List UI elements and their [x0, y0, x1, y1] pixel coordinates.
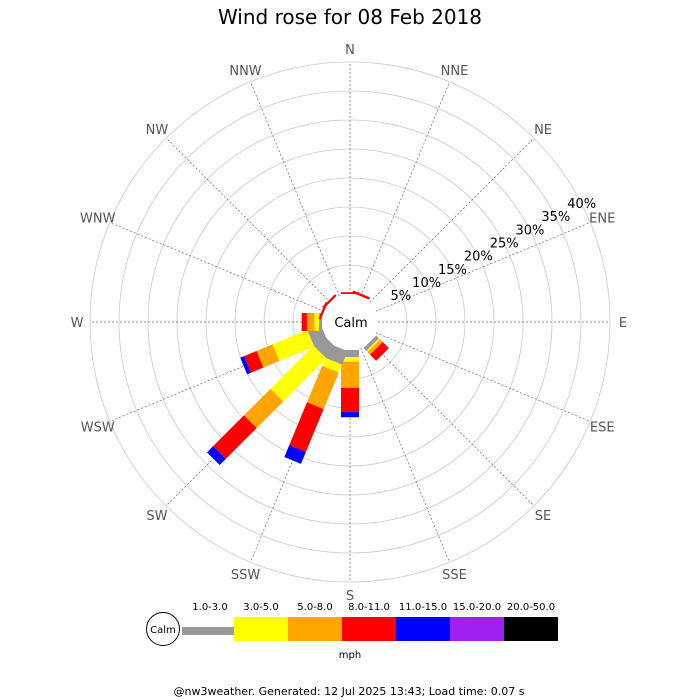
- ring-label-20: 20%: [464, 250, 493, 265]
- bar-s-8-0-11-0: [341, 387, 359, 413]
- ring-label-40: 40%: [567, 197, 596, 212]
- direction-label-ene: ENE: [589, 212, 615, 227]
- bar-nw-8-0-11-0: [322, 294, 337, 309]
- bar-ssw-11-0-15-0: [284, 445, 306, 464]
- direction-label-se: SE: [535, 509, 551, 524]
- legend-label-15-0-20-0: 15.0-20.0: [453, 602, 501, 613]
- legend-swatch-8-0-11-0: [342, 617, 396, 641]
- bar-se-3-0-5-0: [366, 338, 381, 353]
- calm-center: Calm: [328, 300, 372, 344]
- bar-s-3-0-5-0: [341, 356, 359, 362]
- direction-label-nne: NNE: [441, 64, 469, 79]
- bar-se-8-0-11-0: [370, 342, 389, 361]
- direction-label-sw: SW: [146, 509, 167, 524]
- legend-swatch-1-0-3-0: [182, 627, 234, 635]
- bar-sw-8-0-11-0: [213, 415, 257, 459]
- spoke-wsw: [109, 332, 325, 422]
- spoke-nne: [360, 81, 450, 297]
- bar-nne-8-0-11-0: [352, 290, 370, 300]
- spoke-se: [369, 341, 535, 507]
- bar-sw-11-0-15-0: [206, 446, 226, 466]
- spoke-nw: [165, 137, 331, 303]
- ring-label-15: 15%: [438, 263, 467, 278]
- bar-se-5-0-8-0: [367, 339, 383, 355]
- legend-swatch-15-0-20-0: [450, 617, 504, 641]
- ring-3: [234, 206, 466, 438]
- spoke-ne: [369, 137, 535, 303]
- calm-label: Calm: [334, 316, 367, 331]
- speed-legend: Calm mph 1.0-3.0 3.0-5.0 5.0-8.0 8.0-11.0 11…: [146, 602, 558, 661]
- bar-sw-5-0-8-0: [243, 388, 284, 429]
- direction-label-w: W: [71, 316, 84, 331]
- bar-s-11-0-15-0: [341, 412, 359, 418]
- legend-label-8-0-11-0: 8.0-11.0: [348, 602, 390, 613]
- legend-label-11-0-15-0: 11.0-15.0: [399, 602, 447, 613]
- calm-circle: [328, 300, 372, 344]
- spoke-ese: [375, 332, 591, 422]
- legend-label-20-0-50-0: 20.0-50.0: [507, 602, 555, 613]
- direction-label-nnw: NNW: [229, 64, 261, 79]
- direction-label-s: S: [346, 589, 354, 604]
- direction-label-wsw: WSW: [81, 420, 115, 435]
- bar-w-3-0-5-0: [314, 313, 320, 331]
- bar-se-1-0-3-0: [363, 335, 380, 352]
- bar-wsw-5-0-8-0: [256, 344, 280, 368]
- bar-sw-3-0-5-0: [270, 345, 327, 402]
- ring-label-10: 10%: [412, 276, 441, 291]
- ring-label-35: 35%: [541, 210, 570, 225]
- bar-wsw-11-0-15-0: [240, 356, 251, 375]
- bar-w-5-0-8-0: [306, 313, 315, 331]
- direction-label-nw: NW: [146, 123, 169, 138]
- wind-bars: [206, 290, 389, 466]
- bar-ssw-3-0-5-0: [322, 357, 343, 373]
- bar-s-5-0-8-0: [341, 361, 359, 388]
- ring-label-25: 25%: [490, 236, 519, 251]
- legend-label-1-0-3-0: 1.0-3.0: [192, 602, 227, 613]
- legend-unit: mph: [339, 650, 361, 661]
- axis-labels: N NNE NE ENE E ESE SE SSE S SSW SW WSW W WNW NW NNW 5%10…: [71, 43, 628, 604]
- spoke-ene: [375, 222, 591, 312]
- spoke-wnw: [109, 222, 325, 312]
- direction-label-wnw: WNW: [80, 212, 116, 227]
- bar-ssw-5-0-8-0: [307, 365, 339, 410]
- ring-7: [118, 90, 582, 554]
- chart-title: Wind rose for 08 Feb 2018: [218, 5, 482, 29]
- legend-swatch-5-0-8-0: [288, 617, 342, 641]
- direction-label-ne: NE: [534, 123, 552, 138]
- bar-w-8-0-11-0: [301, 313, 307, 331]
- spoke-nnw: [250, 81, 340, 297]
- legend-calm-label: Calm: [150, 625, 176, 636]
- direction-label-ssw: SSW: [231, 568, 261, 583]
- ring-8: [89, 61, 611, 583]
- bar-wsw-8-0-11-0: [244, 351, 264, 373]
- direction-label-e: E: [619, 316, 627, 331]
- ring-label-30: 30%: [516, 223, 545, 238]
- legend-swatch-3-0-5-0: [234, 617, 288, 641]
- bar-ssw-8-0-11-0: [289, 402, 324, 453]
- legend-calm-circle: [146, 612, 180, 646]
- legend-swatch-11-0-15-0: [396, 617, 450, 641]
- legend-label-5-0-8-0: 5.0-8.0: [297, 602, 332, 613]
- direction-label-sse: SSE: [442, 568, 467, 583]
- ring-label-5: 5%: [390, 289, 411, 304]
- spoke-sse: [360, 347, 450, 563]
- legend-swatch-20-0-50-0: [504, 617, 558, 641]
- direction-label-ese: ESE: [590, 420, 615, 435]
- legend-label-3-0-5-0: 3.0-5.0: [243, 602, 278, 613]
- direction-label-n: N: [345, 43, 355, 58]
- footer-text: @nw3weather. Generated: 12 Jul 2025 13:4…: [174, 685, 525, 698]
- bar-wsw-3-0-5-0: [272, 329, 315, 362]
